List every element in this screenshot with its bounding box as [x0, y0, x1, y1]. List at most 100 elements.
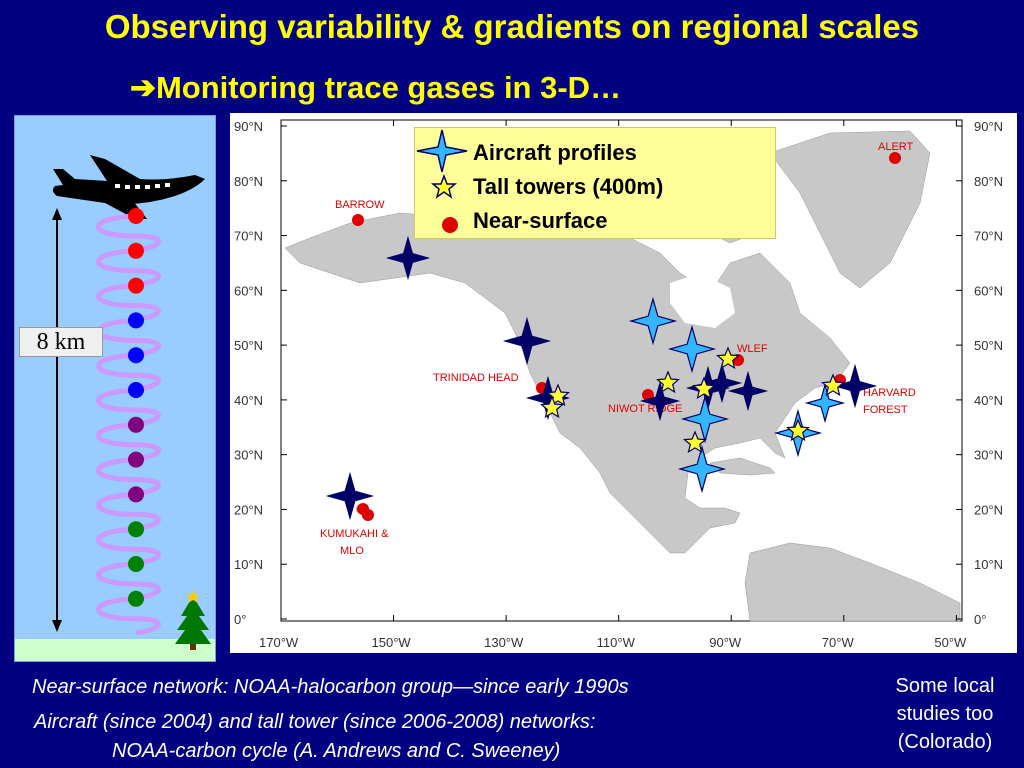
aircraft-profile-marker — [832, 363, 878, 409]
profile-illustration — [52, 155, 211, 650]
arrow-icon: ➔ — [130, 70, 156, 105]
ground-strip — [15, 639, 215, 661]
lat-label-left: 30°N — [234, 448, 263, 463]
sample-dot — [128, 416, 144, 433]
lon-label: 90°W — [709, 635, 742, 650]
footer-line-1: Near-surface network: NOAA-halocarbon gr… — [32, 676, 629, 698]
aircraft-profile-marker — [385, 235, 431, 281]
map-ticks — [280, 120, 962, 621]
site-label-alert: ALERT — [878, 141, 914, 153]
lon-label: 50°W — [934, 635, 967, 650]
sample-dot — [128, 556, 144, 572]
spiral-segment — [96, 491, 161, 531]
spiral-segment — [96, 526, 161, 566]
spiral-segment — [96, 596, 161, 636]
lat-label-left: 90°N — [234, 119, 263, 134]
spiral-segment — [96, 283, 161, 323]
aircraft-profile-marker — [727, 370, 769, 412]
aircraft-profile-marker — [325, 471, 375, 521]
tall-tower-marker — [539, 395, 565, 419]
lon-label: 170°W — [259, 635, 299, 650]
lat-label-right: 10°N — [974, 557, 1003, 572]
site-label-harvard1: HARVARD — [863, 387, 916, 399]
aircraft-and-tower-markers — [325, 235, 878, 521]
aircraft-profile-marker — [677, 444, 727, 494]
lat-label-left: 60°N — [234, 283, 263, 298]
lon-label: 110°W — [597, 635, 636, 650]
footer-line-2: Aircraft (since 2004) and tall tower (si… — [34, 711, 596, 733]
sample-dot — [128, 382, 144, 398]
lat-label-right: 20°N — [974, 502, 1003, 517]
tall-tower-marker — [820, 373, 846, 397]
aircraft-profile-marker — [804, 382, 846, 424]
spiral-segment — [96, 352, 161, 392]
sample-dot — [128, 486, 144, 503]
lat-label-right: 70°N — [974, 229, 1003, 244]
aircraft-profile-marker — [502, 316, 552, 366]
site-label-kumukahi2: MLO — [340, 545, 364, 557]
sample-dot — [128, 451, 144, 468]
tall-tower-marker — [691, 376, 717, 400]
lat-label-left: 40°N — [234, 393, 263, 408]
lat-label-right: 40°N — [974, 393, 1003, 408]
site-label-trinidad: TRINIDAD HEAD — [433, 372, 519, 384]
ellipsis: … — [590, 70, 622, 105]
tree-icon — [175, 590, 211, 650]
sample-dot — [128, 242, 144, 259]
side-note: Some local studies too (Colorado) — [870, 672, 1020, 756]
lon-label: 130°W — [484, 635, 524, 650]
lat-label-right: 60°N — [974, 283, 1003, 298]
legend-surface-label: Near-surface — [473, 208, 608, 233]
spiral-segment — [96, 422, 161, 462]
sample-dot — [128, 277, 144, 294]
site-dot-barrow — [352, 214, 364, 226]
lon-label: 70°W — [822, 635, 855, 650]
slide-title: Observing variability & gradients on reg… — [104, 8, 920, 45]
spiral-segment — [96, 457, 161, 497]
lat-label-left: 50°N — [234, 338, 263, 353]
legend-towers-label: Tall towers (400m) — [473, 174, 664, 199]
lat-label-left: 10°N — [234, 557, 263, 572]
lat-label-left: 70°N — [234, 229, 263, 244]
site-dot-alert — [889, 152, 901, 164]
vertical-profile-panel: 8 km — [14, 115, 216, 662]
spiral-segment — [96, 213, 161, 253]
lat-label-right: 90°N — [974, 119, 1003, 134]
sample-dot — [128, 312, 144, 329]
spiral-segment — [96, 561, 161, 601]
lat-label-left: 0° — [234, 612, 246, 627]
legend-aircraft-icon — [416, 129, 468, 173]
site-label-harvard2: FOREST — [863, 404, 908, 416]
height-label: 8 km — [19, 327, 103, 357]
lat-label-right: 50°N — [974, 338, 1003, 353]
lat-label-right: 80°N — [974, 174, 1003, 189]
aircraft-profile-marker — [680, 394, 730, 444]
airplane-icon — [52, 155, 205, 219]
spiral-segment — [96, 248, 161, 288]
lon-label: 150°W — [372, 635, 412, 650]
side-note-line-3: (Colorado) — [897, 731, 993, 753]
height-arrow — [52, 208, 62, 632]
subtitle-text: Monitoring trace gases in 3-D — [155, 70, 591, 105]
legend-aircraft-label: Aircraft profiles — [473, 140, 637, 165]
legend-tower-icon — [430, 173, 458, 199]
site-dot-mlo — [362, 509, 374, 521]
site-labels: ALERT BARROW WLEF TRINIDAD HEAD NIWOT RI… — [320, 141, 916, 557]
side-note-line-1: Some local — [895, 675, 995, 697]
legend-symbols — [416, 129, 468, 233]
tall-tower-marker — [785, 418, 811, 442]
aircraft-profile-marker — [628, 296, 678, 346]
tall-tower-marker — [715, 346, 741, 370]
north-america-map: 90°N 90°N 80°N 80°N 70°N 70°N 60°N 60°N 50°N 50°N… — [234, 119, 1003, 650]
tall-tower-marker — [682, 430, 708, 454]
slide-subtitle: ➔Monitoring trace gases in 3-D… — [130, 70, 621, 106]
spiral-path — [96, 213, 161, 636]
aircraft-profile-marker — [639, 380, 681, 422]
spiral-segment — [96, 387, 161, 427]
sample-dot — [128, 347, 144, 364]
site-label-wlef: WLEF — [737, 343, 768, 355]
aircraft-profile-marker — [667, 324, 717, 374]
spiral-segment — [96, 317, 161, 357]
aircraft-profile-marker — [701, 362, 743, 404]
sample-dot — [128, 208, 144, 224]
